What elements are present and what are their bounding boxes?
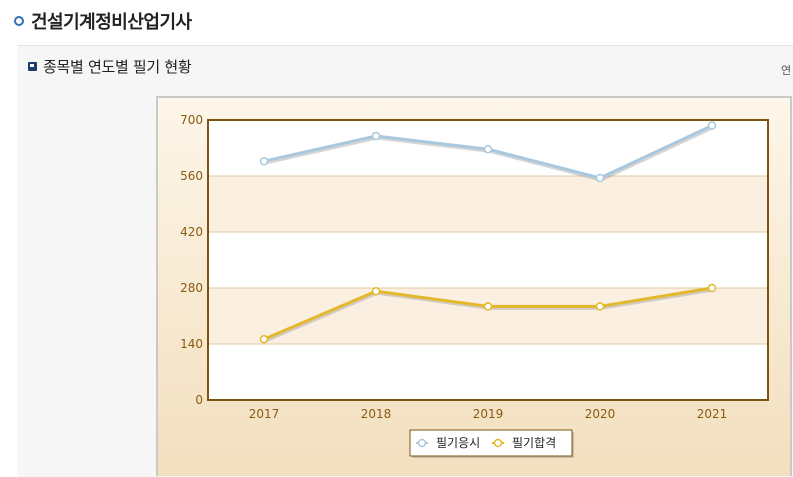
circle-bullet-icon (14, 16, 24, 26)
data-point (259, 334, 269, 344)
y-tick-label: 0 (195, 393, 203, 407)
data-point (595, 173, 605, 183)
data-point (371, 286, 381, 296)
data-point (707, 121, 717, 130)
side-text: 연 (781, 64, 792, 77)
page-title: 건설기계정비산업기사 (14, 8, 192, 34)
data-point (371, 131, 381, 141)
page-title-text: 건설기계정비산업기사 (31, 12, 192, 33)
x-tick-label: 2017 (249, 407, 280, 421)
line-chart: 0 140 280 420 560 700 2017 2018 2019 2020 2021 필기응시… (180, 113, 769, 458)
legend-box (409, 429, 573, 457)
legend-label: 필기응시 (436, 436, 480, 450)
y-tick-label: 560 (180, 169, 203, 183)
x-tick-label: 2020 (585, 407, 616, 421)
data-point (595, 302, 605, 311)
chart-frame: 0 140 280 420 560 700 2017 2018 2019 2020 2021 필기응시… (156, 96, 792, 476)
data-point (483, 302, 493, 311)
x-tick-label: 2018 (361, 407, 392, 421)
y-tick-label: 140 (180, 337, 203, 351)
section-heading-text: 종목별 연도별 필기 현황 (43, 57, 192, 76)
plot-band (208, 176, 768, 232)
x-tick-label: 2019 (473, 407, 504, 421)
legend-swatch-marker (417, 438, 427, 448)
section-heading: 종목별 연도별 필기 현황 (28, 56, 192, 76)
plot-band (208, 288, 768, 344)
plot-background (208, 120, 768, 400)
y-tick-label: 700 (180, 113, 203, 127)
legend-label: 필기합격 (512, 436, 556, 450)
y-tick-label: 280 (180, 281, 203, 295)
legend-swatch-marker (493, 438, 503, 448)
data-point (259, 156, 269, 166)
square-bullet-icon (28, 61, 37, 71)
data-point (707, 283, 717, 293)
x-tick-label: 2021 (697, 407, 728, 421)
data-point (483, 144, 493, 154)
y-tick-label: 420 (180, 225, 203, 239)
plot-border (207, 119, 769, 401)
